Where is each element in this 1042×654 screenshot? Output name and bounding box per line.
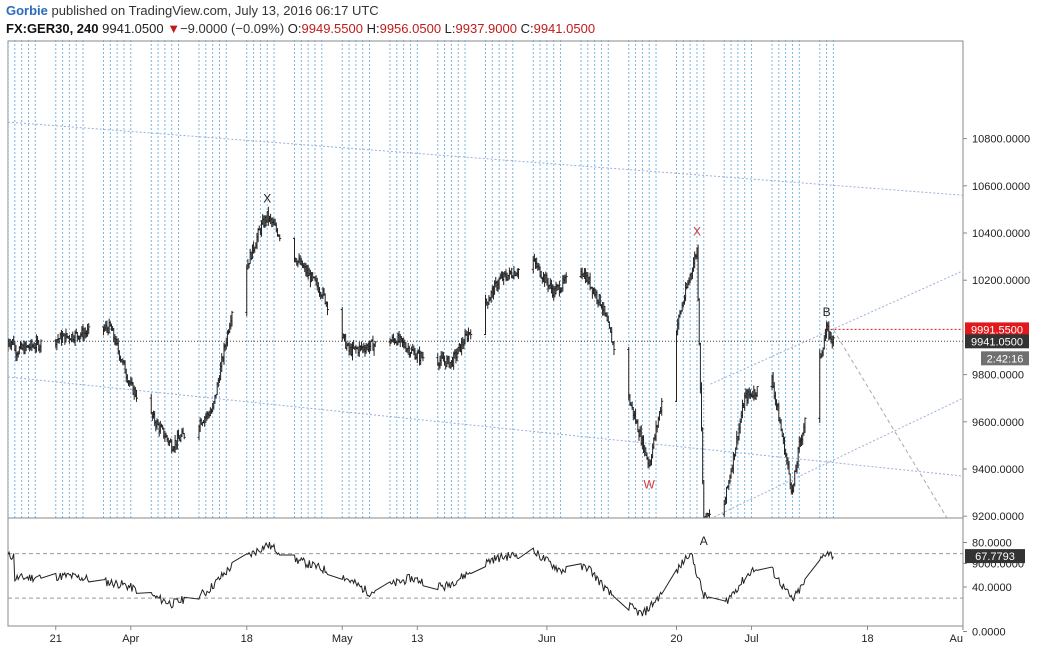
price-tag-label: 2:42:16 (987, 353, 1024, 365)
last-price: 9941.0500 (102, 21, 164, 36)
session-grid (8, 40, 834, 518)
oscillator-line[interactable] (7, 541, 834, 617)
price-tag-label: 9941.0500 (971, 336, 1023, 348)
price-tag: 9941.0500 (965, 334, 1029, 349)
price-change: −9.0000 (−0.09%) (180, 21, 285, 36)
author-link[interactable]: Gorbie (6, 3, 48, 18)
time-tick-label: 21 (50, 633, 62, 645)
published-text: published on TradingView.com, July 13, 2… (51, 3, 379, 18)
rising-channel-top[interactable] (710, 270, 963, 385)
time-tick-label: Apr (122, 633, 139, 645)
price-tag: 9991.5500 (965, 322, 1029, 337)
open-value: 9949.5500 (301, 21, 363, 36)
wave-label-w[interactable]: W (644, 477, 656, 491)
time-tick-label: May (332, 633, 353, 645)
open-label: O: (287, 21, 302, 36)
ohlc-line: FX:GER30, 240 9941.0500 ▼−9.0000 (−0.09%… (6, 20, 1036, 38)
oscillator-pane-border (7, 517, 964, 627)
price-pane[interactable]: X X W A B 10800.0000 10600.0000 10400.0000 10200… (7, 40, 1031, 570)
time-tick-label: 18 (861, 633, 873, 645)
publish-line: Gorbie published on TradingView.com, Jul… (6, 2, 1036, 20)
wave-label-x[interactable]: X (263, 191, 271, 205)
rising-channel-bottom[interactable] (710, 397, 963, 518)
price-tick-label: 9400.0000 (972, 464, 1024, 476)
projection-line[interactable] (832, 329, 963, 545)
wave-label-b[interactable]: B (823, 305, 831, 319)
low-value: 9937.9000 (455, 21, 517, 36)
time-tick-label: 13 (411, 633, 423, 645)
price-axis[interactable]: 10800.0000 10600.0000 10400.0000 10200.0000… (963, 134, 1030, 571)
oscillator-tick-label: 80.0000 (972, 538, 1012, 550)
oscillator-axis[interactable]: 80.0000 40.0000 0.0000 67.7793 (963, 538, 1025, 639)
time-axis[interactable]: 21 Apr 18 May 13 Jun 20 Jul 18 Au (8, 625, 964, 645)
price-tick-label: 10400.0000 (972, 228, 1030, 240)
high-value: 9956.0500 (379, 21, 442, 36)
down-arrow-icon: ▼ (167, 21, 181, 36)
time-tick-label: Jul (745, 633, 759, 645)
price-tag-bg (965, 322, 1029, 337)
close-label: C: (520, 21, 534, 36)
price-tick-label: 10800.0000 (972, 134, 1030, 146)
symbol-label[interactable]: FX:GER30, 240 (6, 21, 99, 36)
price-tick-label: 9600.0000 (972, 417, 1024, 429)
price-tick-label: 9200.0000 (972, 511, 1024, 523)
high-label: H: (366, 21, 380, 36)
low-label: L: (444, 21, 456, 36)
chart-header: Gorbie published on TradingView.com, Jul… (6, 2, 1036, 40)
oscillator-value-tag (965, 549, 1025, 564)
oscillator-tick-label: 0.0000 (972, 627, 1006, 639)
chart-canvas[interactable]: X X W A B 10800.0000 10600.0000 10400.0000 10200… (0, 40, 1042, 654)
candles (8, 206, 835, 518)
time-tick-label: 20 (670, 633, 682, 645)
price-tag: 2:42:16 (981, 351, 1029, 366)
price-tick-label: 10200.0000 (972, 275, 1030, 287)
time-tick-label: Jun (538, 633, 556, 645)
oscillator-pane[interactable]: 80.0000 40.0000 0.0000 67.7793 (7, 517, 1025, 639)
price-tick-label: 10600.0000 (972, 181, 1030, 193)
time-tick-label: Au (950, 633, 963, 645)
close-value: 9941.0500 (533, 21, 596, 36)
lower-channel-line[interactable] (8, 376, 963, 477)
wave-label-x[interactable]: X (693, 225, 701, 239)
wave-label-a[interactable]: A (700, 534, 708, 548)
price-tag-bg (981, 351, 1029, 366)
price-tag-bg (965, 334, 1029, 349)
price-tick-label: 9800.0000 (972, 370, 1024, 382)
price-tag-label: 9991.5500 (971, 324, 1023, 336)
trend-lines (8, 121, 963, 545)
time-tick-label: 18 (241, 633, 253, 645)
oscillator-tick-label: 40.0000 (972, 582, 1012, 594)
oscillator-value-label: 67.7793 (975, 551, 1015, 563)
